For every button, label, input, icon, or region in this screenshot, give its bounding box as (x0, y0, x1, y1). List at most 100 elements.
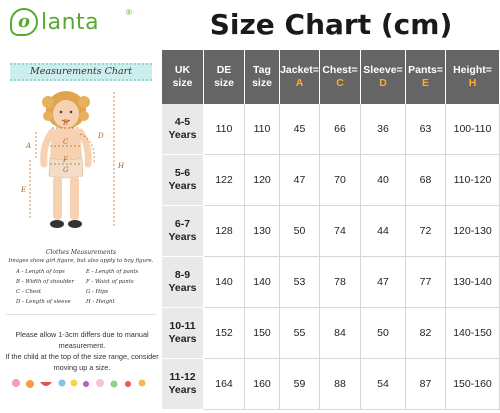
table-cell: 110-120 (446, 155, 500, 206)
logo-mark-icon: o (10, 8, 38, 36)
column-header-label: Sleeve= (363, 64, 403, 76)
clothes-measurements-title: Clothes Measurements (45, 249, 117, 256)
column-header-letter: H (468, 77, 477, 89)
candy-icon (58, 379, 66, 387)
table-cell: 50 (361, 308, 406, 359)
table-cell: 44 (361, 206, 406, 257)
row-age-unit: Years (168, 282, 197, 294)
table-cell: 130-140 (446, 257, 500, 308)
table-cell: 84 (320, 308, 361, 359)
column-header-label: Pants= (408, 64, 443, 76)
column-header-label: Tag (253, 64, 271, 76)
child-measurement-figure: A B C D E F G H (20, 91, 125, 228)
legend-item: F - Waist of pants (86, 279, 134, 285)
column-header-label: Height= (453, 64, 492, 76)
table-cell: 77 (406, 257, 446, 308)
table-cell: 72 (406, 206, 446, 257)
row-age-unit: Years (168, 231, 197, 243)
row-age-label: 10-11 Years (162, 308, 204, 359)
registered-mark: ® (126, 8, 132, 17)
figure-label-c: C (63, 138, 69, 146)
measurements-chart-title: Measurements Chart (10, 63, 152, 81)
size-up-note: If the child at the top of the size rang… (5, 352, 159, 372)
table-cell: 150 (245, 308, 280, 359)
column-header: Height= H (446, 50, 500, 104)
table-cell: 122 (204, 155, 245, 206)
column-header: Tag size (245, 50, 280, 104)
column-header: Sleeve= D (361, 50, 406, 104)
row-age-range: 8-9 (174, 269, 191, 281)
table-cell: 50 (280, 206, 320, 257)
measurement-guide-panel: o lanta ® Measurements Chart (0, 0, 162, 413)
column-header-letter: E (421, 77, 429, 89)
table-cell: 59 (280, 359, 320, 410)
figure-label-g: G (63, 166, 69, 174)
table-cell: 45 (280, 104, 320, 155)
row-age-range: 4-5 (174, 116, 191, 128)
row-age-label: 11-12 Years (162, 359, 204, 410)
row-age-unit: Years (168, 129, 197, 141)
row-age-unit: Years (168, 384, 197, 396)
table-cell: 66 (320, 104, 361, 155)
fruit-icon (26, 380, 34, 388)
table-cell: 100-110 (446, 104, 500, 155)
row-age-range: 11-12 (169, 371, 196, 383)
legend-item: A - Length of tops (16, 269, 65, 275)
size-table: UK size DE size Tag size Jacket= A Chest= C Sleeve… (162, 50, 500, 413)
column-header: Pants= E (406, 50, 446, 104)
row-age-range: 6-7 (174, 218, 191, 230)
row-age-label: 4-5 Years (162, 104, 204, 155)
figure-shorts (48, 157, 84, 179)
logo-wordmark: lanta (41, 10, 100, 35)
figure-label-b: B (62, 119, 68, 127)
column-header-unit: size (172, 77, 193, 89)
table-cell: 120-130 (446, 206, 500, 257)
table-cell: 140 (204, 257, 245, 308)
decorative-icons (12, 379, 146, 388)
table-cell: 110 (204, 104, 245, 155)
row-age-label: 8-9 Years (162, 257, 204, 308)
row-age-range: 5-6 (174, 167, 191, 179)
column-header: Jacket= A (280, 50, 320, 104)
star-icon (138, 379, 146, 387)
column-header-letter: C (336, 77, 344, 89)
table-cell: 54 (361, 359, 406, 410)
column-header-letter: A (295, 77, 304, 89)
figure-face (53, 100, 79, 128)
row-age-label: 6-7 Years (162, 206, 204, 257)
column-header-label: UK (174, 64, 191, 76)
left-divider (6, 314, 156, 315)
table-cell: 55 (280, 308, 320, 359)
tolerance-note: Please allow 1-3cm differs due to manual… (15, 330, 149, 350)
legend-item: C - Chest (16, 289, 42, 295)
figure-label-h: H (117, 162, 125, 170)
figure-label-d: D (97, 132, 104, 140)
column-header-label: Jacket= (280, 64, 319, 76)
table-cell: 164 (204, 359, 245, 410)
sun-icon (70, 379, 78, 387)
table-cell: 47 (361, 257, 406, 308)
column-header: Chest= C (320, 50, 361, 104)
row-age-unit: Years (168, 333, 197, 345)
table-cell: 150-160 (446, 359, 500, 410)
row-age-label: 5-6 Years (162, 155, 204, 206)
column-header-label: Chest= (322, 64, 358, 76)
legend-item: D - Length of sleeve (16, 299, 71, 305)
watermelon-icon (40, 382, 52, 386)
table-cell: 140-150 (446, 308, 500, 359)
table-cell: 120 (245, 155, 280, 206)
figure-label-e: E (20, 186, 26, 194)
table-cell: 36 (361, 104, 406, 155)
table-cell: 40 (361, 155, 406, 206)
flower-icon (12, 379, 20, 387)
ball-icon (110, 380, 118, 388)
table-cell: 160 (245, 359, 280, 410)
legend-item: B - Width of shoulder (16, 279, 75, 285)
table-cell: 152 (204, 308, 245, 359)
figure-torso (50, 128, 82, 160)
table-cell: 88 (320, 359, 361, 410)
column-header-unit: size (214, 77, 234, 89)
table-cell: 78 (320, 257, 361, 308)
column-header-letter: D (379, 77, 387, 89)
table-cell: 68 (406, 155, 446, 206)
